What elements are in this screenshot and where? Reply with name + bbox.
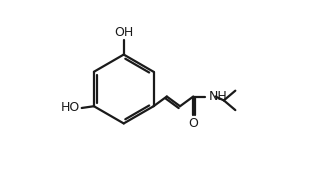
Text: OH: OH (114, 26, 133, 39)
Text: NH: NH (208, 90, 227, 103)
Text: O: O (188, 117, 198, 130)
Text: HO: HO (60, 101, 80, 114)
